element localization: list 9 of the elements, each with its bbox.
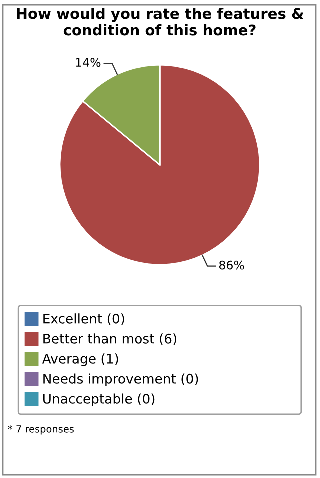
legend-label: Unacceptable (0) [43,394,155,406]
legend-label: Excellent (0) [44,314,124,326]
legend-label: Average (1) [42,354,118,366]
legend-label: Better than most (6) [44,334,176,346]
chart-title: How would you rate the features & condition of this home? [17,8,304,36]
legend-label: Needs improvement (0) [44,374,198,386]
data-label: 14% [76,58,101,68]
text: * 7 responses [8,425,74,435]
data-label: 86% [219,260,244,270]
